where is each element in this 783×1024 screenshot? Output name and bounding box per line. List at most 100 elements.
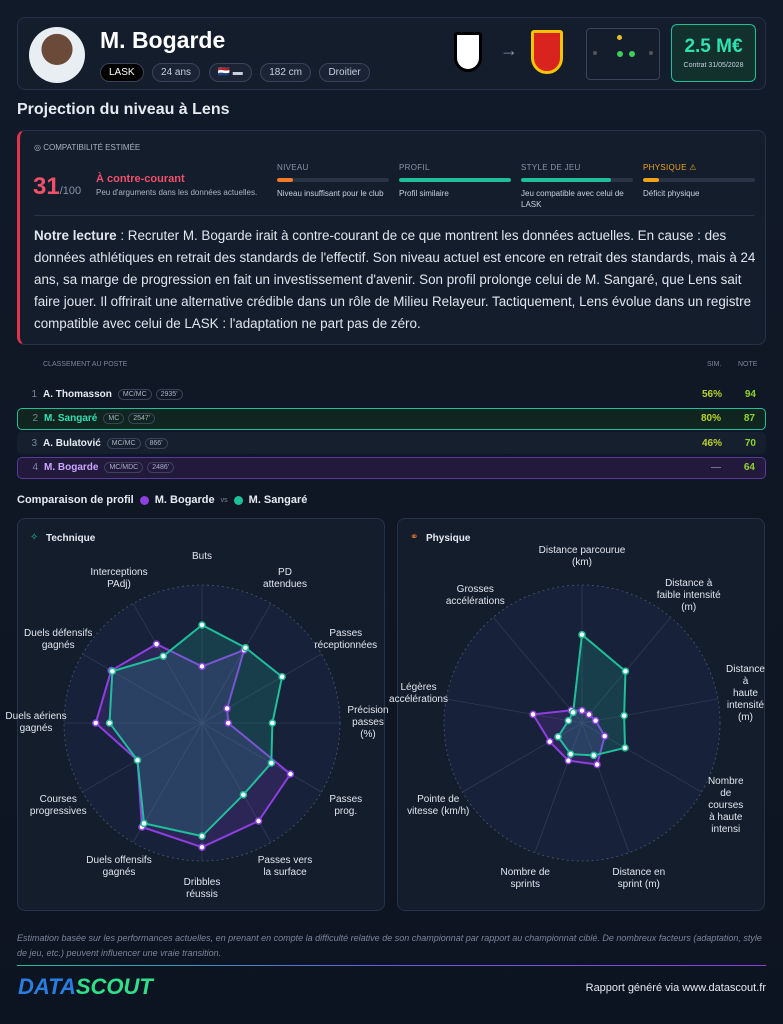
spoke — [534, 722, 583, 853]
lask-logo — [454, 32, 482, 72]
score-value: 31 — [33, 173, 60, 200]
spoke — [82, 653, 203, 724]
minutes: 2486' — [147, 462, 175, 473]
similarity: 80% — [700, 413, 721, 424]
axis-label: Nombre de courses à haute intensi — [707, 776, 744, 835]
rank: 2 — [32, 413, 38, 424]
ranking-row: 1 A. Thomasson MC/MC 2935' 56% 94 — [17, 383, 766, 405]
footer-line — [17, 965, 766, 966]
ranking-header: CLASSEMENT AU POSTE — [43, 361, 128, 368]
legend-swatch — [139, 495, 149, 505]
compat-label-text: COMPATIBILITÉ ESTIMÉE — [43, 143, 141, 152]
criterion-desc: Niveau insuffisant pour le club — [277, 189, 384, 198]
radar-point — [198, 843, 206, 851]
chips: LASK 24 ans 🇳🇱 ▬ 182 cm Droitier — [100, 62, 374, 82]
compat-card: ◎ COMPATIBILITÉ ESTIMÉE 31/100 À contre-… — [17, 130, 766, 345]
radar-point — [198, 832, 206, 840]
radar-point — [108, 667, 117, 675]
criterion-name: STYLE DE JEU — [521, 163, 581, 172]
radar-point — [529, 710, 537, 719]
radar — [443, 584, 721, 862]
radar-point — [133, 756, 142, 765]
ranking-row: 4 M. Bogarde MC/MDC 2486' — 64 — [17, 456, 766, 479]
axis-label: Interceptions PAdj) — [90, 567, 148, 591]
similarity: 46% — [701, 437, 722, 449]
radar-title: Technique — [46, 533, 96, 544]
radar-point — [590, 751, 598, 760]
criterion-bar — [277, 178, 293, 182]
spoke — [462, 722, 583, 793]
radar-point — [585, 710, 593, 719]
height-chip: 182 cm — [260, 63, 311, 82]
radar-point — [198, 662, 206, 671]
axis-label: Duels aériens gagnés — [5, 711, 67, 734]
criterion-track — [643, 178, 755, 182]
criterion: PHYSIQUE ⚠ Déficit physique — [643, 163, 755, 199]
spoke — [581, 722, 630, 853]
position: MC/MDC — [104, 462, 144, 473]
criterion-track — [277, 178, 389, 182]
axis-label: Duels offensifs gagnés — [86, 854, 152, 878]
radar-point — [105, 719, 114, 727]
similarity: 56% — [701, 388, 722, 400]
radar-icon: ✧ — [30, 532, 39, 543]
axis-label: Nombre de sprints — [500, 866, 550, 890]
reading-lead: Notre lecture — [34, 228, 117, 243]
player-name: A. Thomasson — [43, 388, 112, 400]
club-chip: LASK — [100, 63, 144, 82]
similarity: — — [711, 462, 721, 473]
radar — [63, 584, 341, 862]
spoke — [132, 603, 203, 724]
criterion-desc: Profil similaire — [399, 189, 449, 198]
logo-a: DATA — [18, 974, 76, 999]
axis-label: Courses progressives — [29, 794, 87, 817]
rank: 1 — [31, 388, 37, 400]
axis-label: Pointe de vitesse (km/h) — [407, 794, 470, 817]
radar-point — [239, 790, 248, 799]
radar-point — [621, 667, 630, 675]
criterion-bar — [399, 178, 511, 182]
radar-point — [223, 704, 231, 713]
position: MC — [103, 413, 125, 424]
legend-label: M. Sangaré — [248, 494, 308, 506]
reading-text: : Recruter M. Bogarde irait à contre-cou… — [34, 228, 756, 331]
comparison-title: Comparaison de profil — [17, 494, 134, 506]
age-chip: 24 ans — [152, 63, 201, 82]
radar-point — [621, 744, 629, 752]
axis-label: Duels défensifs gagnés — [24, 628, 93, 651]
compat-label: ◎ COMPATIBILITÉ ESTIMÉE — [34, 143, 141, 152]
criterion: NIVEAU Niveau insuffisant pour le club — [277, 163, 389, 199]
radar-area — [556, 632, 627, 757]
radar-point — [620, 711, 628, 720]
reading: Notre lecture : Recruter M. Bogarde irai… — [34, 225, 756, 335]
player-header: M. Bogarde LASK 24 ans 🇳🇱 ▬ 182 cm Droit… — [17, 17, 766, 90]
radar-point — [566, 750, 575, 758]
radar-point — [254, 817, 263, 825]
radar-point — [267, 759, 276, 767]
section-title: Projection du niveau à Lens — [17, 101, 230, 118]
rank: 4 — [32, 462, 38, 473]
logo: DATASCOUT — [18, 974, 153, 1000]
axis-label: Légères accélérations — [389, 682, 448, 706]
radar-point — [564, 756, 573, 765]
verdict-sub: Peu d'arguments dans les données actuell… — [96, 188, 258, 197]
axis-label: Passes prog. — [329, 794, 363, 817]
criterion-name: PROFIL — [399, 163, 430, 172]
radar-point — [578, 706, 586, 715]
radar-point — [152, 640, 161, 648]
score-max: /100 — [59, 185, 82, 197]
comparison-legend: Comparaison de profil M. Bogarde vs M. S… — [17, 494, 307, 506]
radar-point — [591, 716, 600, 725]
radar-point — [140, 819, 148, 828]
radar-point — [224, 719, 232, 727]
radar-point — [554, 733, 562, 741]
player-name: A. Bulatović — [43, 437, 101, 449]
radar-point — [600, 732, 609, 740]
criterion-name: PHYSIQUE ⚠ — [643, 163, 697, 172]
arrow: → — [500, 40, 518, 60]
radar-point — [578, 630, 586, 639]
axis-label: PD attendues — [263, 567, 307, 591]
note: 64 — [743, 462, 755, 473]
logo-b: SCOUT — [75, 974, 153, 999]
axis-label: Dribbles réussis — [183, 877, 221, 900]
